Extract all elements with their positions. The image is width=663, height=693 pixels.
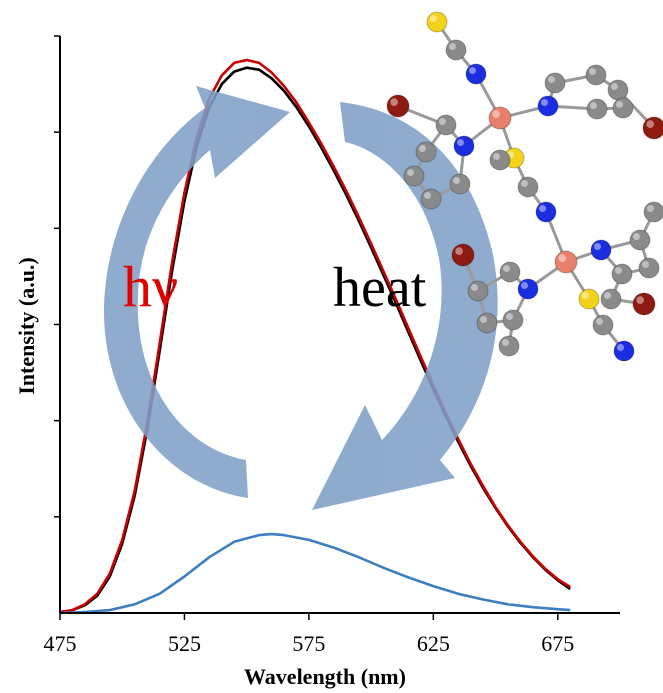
heat-label: heat [333,257,427,319]
y-axis-title: Intensity (a.u.) [14,257,39,395]
atom-carbon [600,288,622,310]
atom-carbon [498,335,520,357]
atom-highlight [503,265,510,272]
atom-carbon [489,149,511,171]
atom-highlight [480,316,487,323]
atom-highlight [471,284,478,291]
atom-carbon [592,314,614,336]
atom-nitrogen [537,95,559,117]
atom-nitrogen [590,239,612,261]
series-line-3 [59,532,571,615]
atom-highlight [407,169,414,176]
atom-carbon [629,229,651,251]
atom-sulfur [578,288,600,310]
atom-carbon [415,141,437,163]
atom-nitrogen [453,135,475,157]
atom-carbon [517,176,539,198]
atom-sulfur [426,11,448,33]
atom-highlight [439,118,446,125]
atom-carbon [544,72,566,94]
atom-highlight [636,296,645,304]
atom-highlight [539,205,546,212]
atom-highlight [596,318,603,325]
atom-highlight [589,68,596,75]
x-tick-label: 625 [417,631,450,656]
atom-bromine [642,116,663,140]
molecule-illustration [386,11,663,362]
x-tick-label: 475 [44,631,77,656]
cycle-arrows [103,86,498,510]
x-tick-label: 525 [168,631,201,656]
atom-nitrogen [613,340,635,362]
axes [59,36,620,614]
atom-highlight [521,282,528,289]
x-tick-label: 675 [541,631,574,656]
atom-highlight [582,292,589,299]
atom-highlight [492,110,500,118]
atom-carbon [643,201,663,223]
atom-highlight [646,120,655,128]
atom-highlight [642,261,649,268]
atom-carbon [449,173,471,195]
right-cycle-arrow [312,102,498,510]
left-cycle-arrow [103,86,290,498]
atom-carbon [502,309,524,331]
atom-carbon [476,312,498,334]
atom-metal [488,106,512,130]
atom-highlight [521,180,528,187]
atom-highlight [455,247,463,255]
atom-highlight [611,83,618,90]
atom-highlight [457,139,464,146]
atom-metal [554,250,578,274]
atom-highlight [424,192,431,199]
atom-carbon [638,257,660,279]
x-tick-label: 575 [292,631,325,656]
atom-highlight [604,292,611,299]
atom-highlight [449,43,456,50]
atom-highlight [506,313,513,320]
atom-highlight [430,15,437,22]
atom-carbon [585,64,607,86]
atom-highlight [390,98,398,106]
atom-bromine [386,94,410,118]
atom-carbon [607,79,629,101]
atom-nitrogen [517,278,539,300]
atom-bromine [632,292,656,316]
atom-highlight [453,177,460,184]
atom-highlight [502,339,509,346]
light-label: hν [123,254,178,319]
atom-highlight [558,254,567,262]
atom-carbon [586,98,608,120]
atom-highlight [647,205,654,212]
atom-highlight [633,233,640,240]
atom-bromine [451,243,475,267]
x-axis-title: Wavelength (nm) [244,664,406,689]
atom-highlight [594,243,601,250]
atom-carbon [467,280,489,302]
ticks: 475 525 575 625 675 [44,35,574,656]
atom-highlight [469,67,476,74]
atom-highlight [590,102,597,109]
atom-nitrogen [535,201,557,223]
atom-highlight [541,99,548,106]
atom-carbon [499,261,521,283]
atom-carbon [612,97,634,119]
atom-carbon [611,263,633,285]
atom-carbon [403,165,425,187]
atom-carbon [435,114,457,136]
atom-highlight [548,76,555,83]
atom-highlight [419,145,426,152]
atom-carbon [420,188,442,210]
atom-highlight [615,267,622,274]
atom-highlight [617,344,624,351]
atom-carbon [445,39,467,61]
atom-highlight [493,153,500,160]
atom-nitrogen [465,63,487,85]
atom-highlight [616,101,623,108]
